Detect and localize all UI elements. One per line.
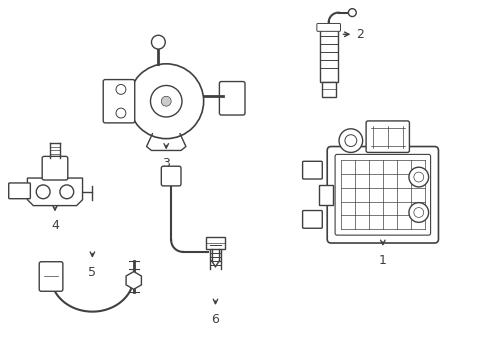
FancyBboxPatch shape	[366, 121, 410, 152]
Text: 4: 4	[51, 219, 59, 233]
FancyBboxPatch shape	[327, 147, 439, 243]
Circle shape	[348, 9, 356, 17]
FancyBboxPatch shape	[42, 156, 68, 180]
Text: 3: 3	[162, 157, 170, 170]
Circle shape	[150, 85, 182, 117]
FancyBboxPatch shape	[335, 154, 431, 235]
Circle shape	[116, 108, 126, 118]
Bar	[322, 82, 336, 97]
Circle shape	[409, 203, 429, 222]
Polygon shape	[126, 271, 142, 289]
Circle shape	[339, 129, 363, 152]
Circle shape	[414, 172, 424, 182]
Circle shape	[116, 85, 126, 94]
FancyBboxPatch shape	[303, 161, 322, 179]
Text: 5: 5	[88, 266, 97, 279]
Text: 2: 2	[356, 28, 364, 41]
FancyBboxPatch shape	[220, 82, 245, 115]
FancyBboxPatch shape	[39, 262, 63, 291]
Circle shape	[60, 185, 74, 199]
Circle shape	[129, 64, 204, 139]
Text: 1: 1	[379, 254, 387, 267]
Circle shape	[409, 167, 429, 187]
Text: 6: 6	[212, 313, 220, 326]
FancyBboxPatch shape	[103, 80, 135, 123]
Bar	[206, 237, 225, 249]
Bar	[320, 30, 338, 82]
FancyBboxPatch shape	[161, 166, 181, 186]
Circle shape	[161, 96, 171, 106]
FancyBboxPatch shape	[303, 211, 322, 228]
FancyBboxPatch shape	[9, 183, 30, 199]
Circle shape	[151, 35, 165, 49]
FancyBboxPatch shape	[317, 23, 341, 31]
Circle shape	[36, 185, 50, 199]
Circle shape	[414, 208, 424, 217]
Circle shape	[345, 135, 357, 147]
Bar	[319, 185, 333, 204]
Polygon shape	[27, 178, 82, 206]
